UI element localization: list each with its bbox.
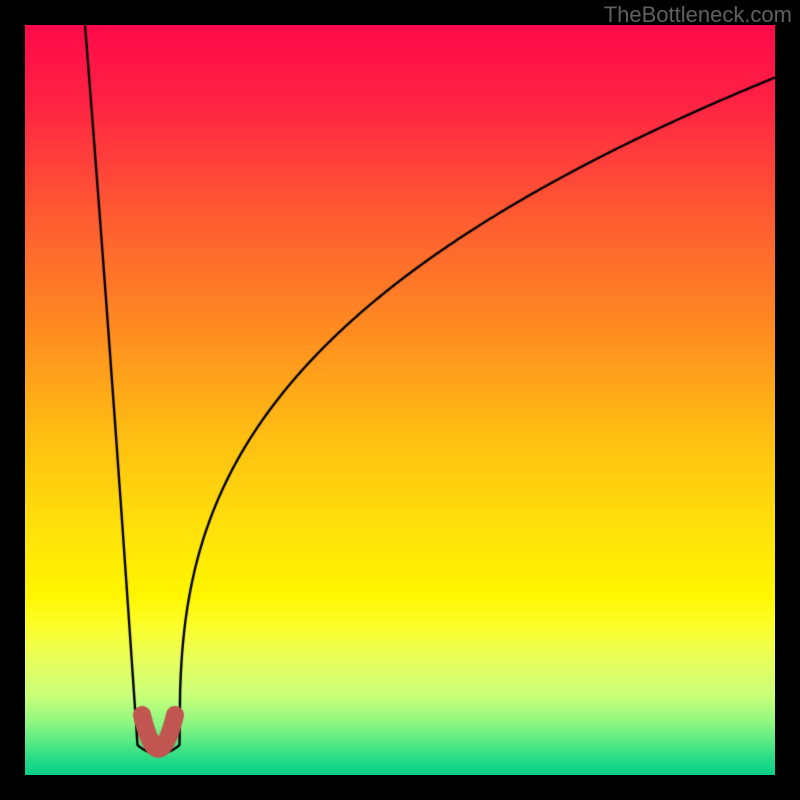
plot-area	[25, 25, 775, 775]
plot-canvas	[25, 25, 775, 775]
chart-frame: TheBottleneck.com	[0, 0, 800, 800]
